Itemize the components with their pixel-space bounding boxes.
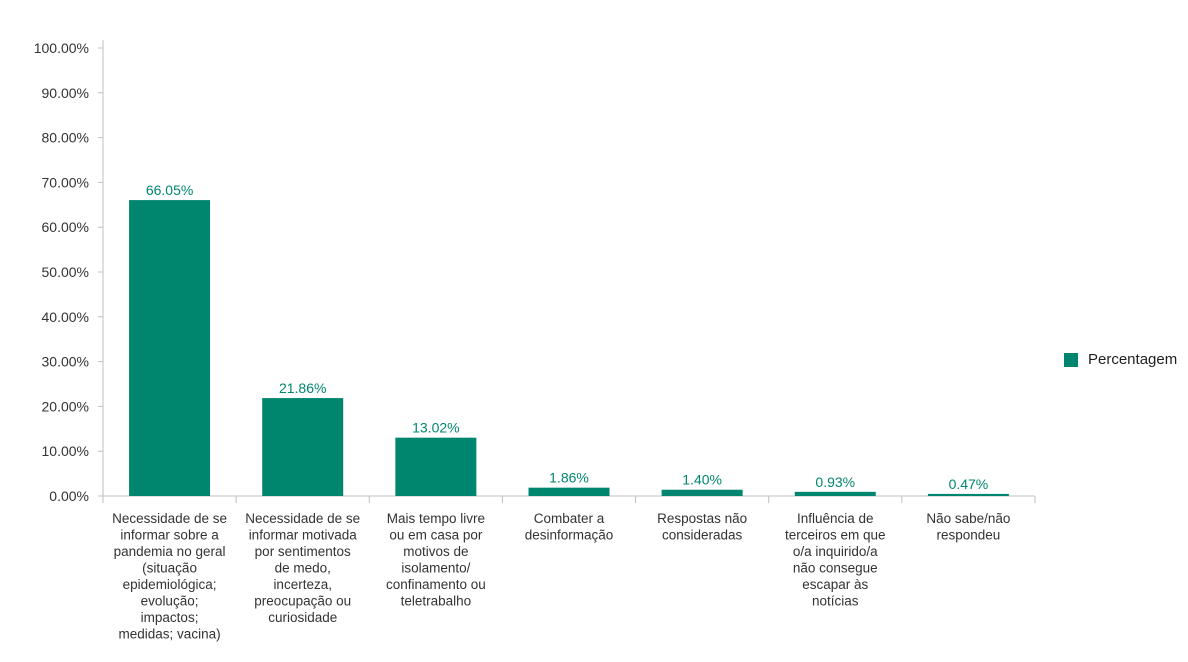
bar: [528, 487, 610, 496]
x-category-label: Mais tempo livre ou em casa por motivos de…: [386, 511, 486, 609]
y-tick-label: 90.00%: [42, 85, 89, 101]
x-category-label: Influência de terceiros em que o/a inquiri…: [785, 511, 886, 609]
bar: [794, 491, 876, 496]
y-tick-label: 100.00%: [34, 40, 89, 56]
x-category-label: Necessidade de se informar sobre a pandemi…: [112, 511, 227, 642]
x-category-label: Não sabe/não respondeu: [926, 511, 1010, 543]
y-tick-label: 40.00%: [42, 309, 89, 325]
bar: [927, 493, 1009, 496]
legend: Percentagem: [1064, 351, 1177, 368]
bar-value-label: 66.05%: [146, 182, 193, 198]
y-tick-label: 80.00%: [42, 130, 89, 146]
y-tick-label: 60.00%: [42, 219, 89, 235]
bar-value-label: 0.47%: [949, 476, 989, 492]
y-tick-label: 70.00%: [42, 174, 89, 190]
y-tick-label: 20.00%: [42, 398, 89, 414]
legend-label: Percentagem: [1088, 351, 1178, 368]
x-category-label: Respostas não consideradas: [657, 511, 747, 543]
bar: [395, 437, 477, 496]
legend-swatch: [1064, 352, 1078, 367]
bar-value-label: 1.86%: [549, 470, 589, 486]
y-tick-label: 50.00%: [42, 264, 89, 280]
bar-value-label: 0.93%: [815, 474, 855, 490]
bar-value-label: 21.86%: [279, 380, 326, 396]
x-category-label: Combater a desinformação: [525, 511, 614, 543]
bar-value-label: 13.02%: [412, 420, 459, 436]
x-category-label: Necessidade de se informar motivada por se…: [245, 511, 360, 625]
bar: [661, 489, 743, 496]
bar: [262, 398, 344, 496]
y-tick-label: 30.00%: [42, 354, 89, 370]
y-tick-label: 10.00%: [42, 443, 89, 459]
bar-value-label: 1.40%: [682, 472, 722, 488]
y-tick-label: 0.00%: [49, 488, 89, 504]
bar: [129, 200, 211, 496]
